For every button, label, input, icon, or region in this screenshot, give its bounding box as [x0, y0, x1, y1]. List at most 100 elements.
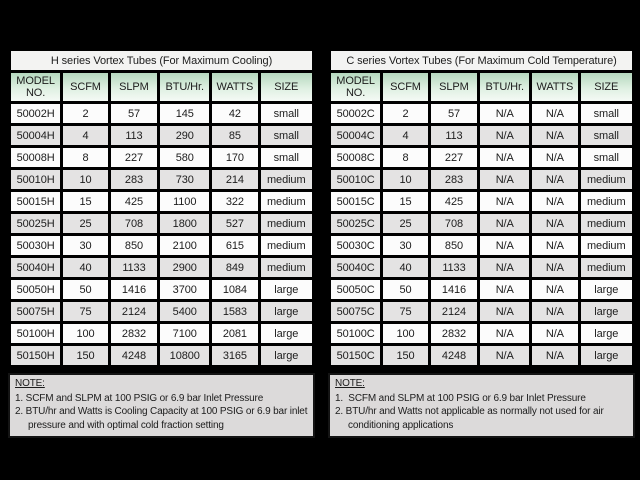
table-row: 50100C 100 2832 N/A N/A large	[331, 324, 632, 343]
table-cell: 25	[383, 214, 428, 233]
table-cell: large	[580, 324, 632, 343]
table-cell: 227	[430, 148, 478, 167]
table-row: 50030H 30 850 2100 615 medium	[11, 236, 312, 255]
table-cell: small	[580, 104, 632, 123]
table-cell: large	[260, 302, 312, 321]
table-row: 50100H 100 2832 7100 2081 large	[11, 324, 312, 343]
table-cell: 2832	[110, 324, 158, 343]
table-cell: 50010H	[11, 170, 61, 189]
table-row: 50150H 150 4248 10800 3165 large	[11, 346, 312, 365]
table-cell: 1416	[430, 280, 478, 299]
table-cell: 708	[110, 214, 158, 233]
table-cell: 2	[383, 104, 428, 123]
table-cell: small	[580, 148, 632, 167]
table-cell: 75	[63, 302, 108, 321]
table-cell: 283	[430, 170, 478, 189]
table-cell: large	[580, 302, 632, 321]
table-cell: 50008H	[11, 148, 61, 167]
table-cell: 3165	[212, 346, 258, 365]
table-cell: 150	[383, 346, 428, 365]
table-row: 50025C 25 708 N/A N/A medium	[331, 214, 632, 233]
table-cell: small	[580, 126, 632, 145]
table-cell: 1583	[212, 302, 258, 321]
column-header: SCFM	[383, 73, 428, 101]
table-cell: 50050C	[331, 280, 381, 299]
table-row: 50075H 75 2124 5400 1583 large	[11, 302, 312, 321]
table-row: 50010H 10 283 730 214 medium	[11, 170, 312, 189]
table-cell: N/A	[480, 170, 530, 189]
table-cell: 50030C	[331, 236, 381, 255]
table-row: 50004H 4 113 290 85 small	[11, 126, 312, 145]
table-cell: 145	[160, 104, 210, 123]
table-cell: N/A	[480, 258, 530, 277]
table-cell: N/A	[480, 104, 530, 123]
column-header: WATTS	[212, 73, 258, 101]
table-row: 50050H 50 1416 3700 1084 large	[11, 280, 312, 299]
table-cell: 7100	[160, 324, 210, 343]
table-cell: N/A	[480, 192, 530, 211]
table-cell: N/A	[532, 280, 578, 299]
table-cell: 50030H	[11, 236, 61, 255]
table-cell: 30	[63, 236, 108, 255]
table-cell: N/A	[480, 126, 530, 145]
table-cell: 113	[110, 126, 158, 145]
column-header: SIZE	[260, 73, 312, 101]
table-cell: 50100H	[11, 324, 61, 343]
table-cell: 708	[430, 214, 478, 233]
table-body: 50002C 2 57 N/A N/A small 50004C 4 113 N/A N/A smal…	[331, 104, 632, 365]
table-cell: 1100	[160, 192, 210, 211]
table-cell: medium	[580, 258, 632, 277]
table-cell: N/A	[532, 302, 578, 321]
table-cell: 50008C	[331, 148, 381, 167]
table-cell: large	[260, 324, 312, 343]
table-cell: N/A	[532, 126, 578, 145]
table-cell: 75	[383, 302, 428, 321]
table-cell: 50025H	[11, 214, 61, 233]
table-cell: 42	[212, 104, 258, 123]
table-cell: 425	[430, 192, 478, 211]
note-line: 2. BTU/hr and Watts not applicable as no…	[335, 406, 607, 431]
c-series-panel: C series Vortex Tubes (For Maximum Cold …	[328, 48, 635, 438]
table-cell: N/A	[480, 280, 530, 299]
table-cell: 8	[383, 148, 428, 167]
table-row: 50010C 10 283 N/A N/A medium	[331, 170, 632, 189]
h-series-panel: H series Vortex Tubes (For Maximum Cooli…	[8, 48, 315, 438]
table-cell: N/A	[532, 214, 578, 233]
table-cell: medium	[260, 192, 312, 211]
column-header: WATTS	[532, 73, 578, 101]
table-cell: N/A	[532, 192, 578, 211]
table-row: 50004C 4 113 N/A N/A small	[331, 126, 632, 145]
table-cell: 8	[63, 148, 108, 167]
table-cell: N/A	[532, 236, 578, 255]
table-cell: 50015H	[11, 192, 61, 211]
table-cell: 10	[383, 170, 428, 189]
table-cell: medium	[260, 170, 312, 189]
c-series-table: C series Vortex Tubes (For Maximum Cold …	[328, 48, 635, 368]
table-cell: 50075H	[11, 302, 61, 321]
column-header: MODEL NO.	[331, 73, 381, 101]
table-cell: medium	[580, 214, 632, 233]
column-header: SCFM	[63, 73, 108, 101]
column-header: BTU/Hr.	[480, 73, 530, 101]
table-cell: medium	[260, 236, 312, 255]
table-cell: 150	[63, 346, 108, 365]
table-cell: 50040C	[331, 258, 381, 277]
note-heading: NOTE:	[335, 378, 365, 389]
column-header: MODEL NO.	[11, 73, 61, 101]
table-cell: 50150C	[331, 346, 381, 365]
table-row: 50002C 2 57 N/A N/A small	[331, 104, 632, 123]
table-cell: 100	[63, 324, 108, 343]
table-cell: large	[580, 346, 632, 365]
table-cell: 50040H	[11, 258, 61, 277]
h-series-table: H series Vortex Tubes (For Maximum Cooli…	[8, 48, 315, 368]
table-cell: 40	[383, 258, 428, 277]
table-cell: 4	[63, 126, 108, 145]
table-cell: N/A	[532, 148, 578, 167]
table-cell: medium	[260, 214, 312, 233]
table-cell: 50150H	[11, 346, 61, 365]
table-row: 50040C 40 1133 N/A N/A medium	[331, 258, 632, 277]
table-cell: 50075C	[331, 302, 381, 321]
table-title: H series Vortex Tubes (For Maximum Cooli…	[11, 51, 312, 70]
table-cell: 10	[63, 170, 108, 189]
table-cell: medium	[580, 170, 632, 189]
